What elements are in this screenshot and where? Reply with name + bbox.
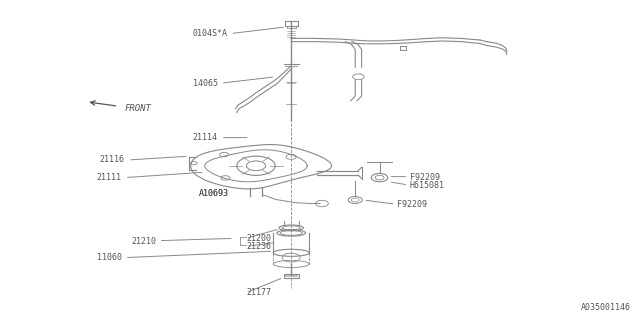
Bar xyxy=(285,21,298,26)
Text: F92209: F92209 xyxy=(397,200,427,209)
Bar xyxy=(284,274,299,278)
Text: A10693: A10693 xyxy=(198,189,228,198)
Text: 14065: 14065 xyxy=(193,79,218,88)
Text: 21210: 21210 xyxy=(132,237,157,246)
Text: 21200: 21200 xyxy=(246,234,271,243)
Text: 21114: 21114 xyxy=(193,133,218,142)
Text: 21177: 21177 xyxy=(246,288,271,297)
Text: 21111: 21111 xyxy=(97,173,122,182)
Text: F92209: F92209 xyxy=(410,173,440,182)
Text: H615081: H615081 xyxy=(410,181,445,190)
Bar xyxy=(287,26,296,28)
Text: 21236: 21236 xyxy=(246,242,271,251)
Text: A035001146: A035001146 xyxy=(580,303,630,312)
Text: FRONT: FRONT xyxy=(125,104,152,113)
Text: 11060: 11060 xyxy=(97,253,122,262)
Text: A10693: A10693 xyxy=(198,189,228,198)
Text: 21116: 21116 xyxy=(100,156,125,164)
Text: 0104S*A: 0104S*A xyxy=(192,29,227,38)
